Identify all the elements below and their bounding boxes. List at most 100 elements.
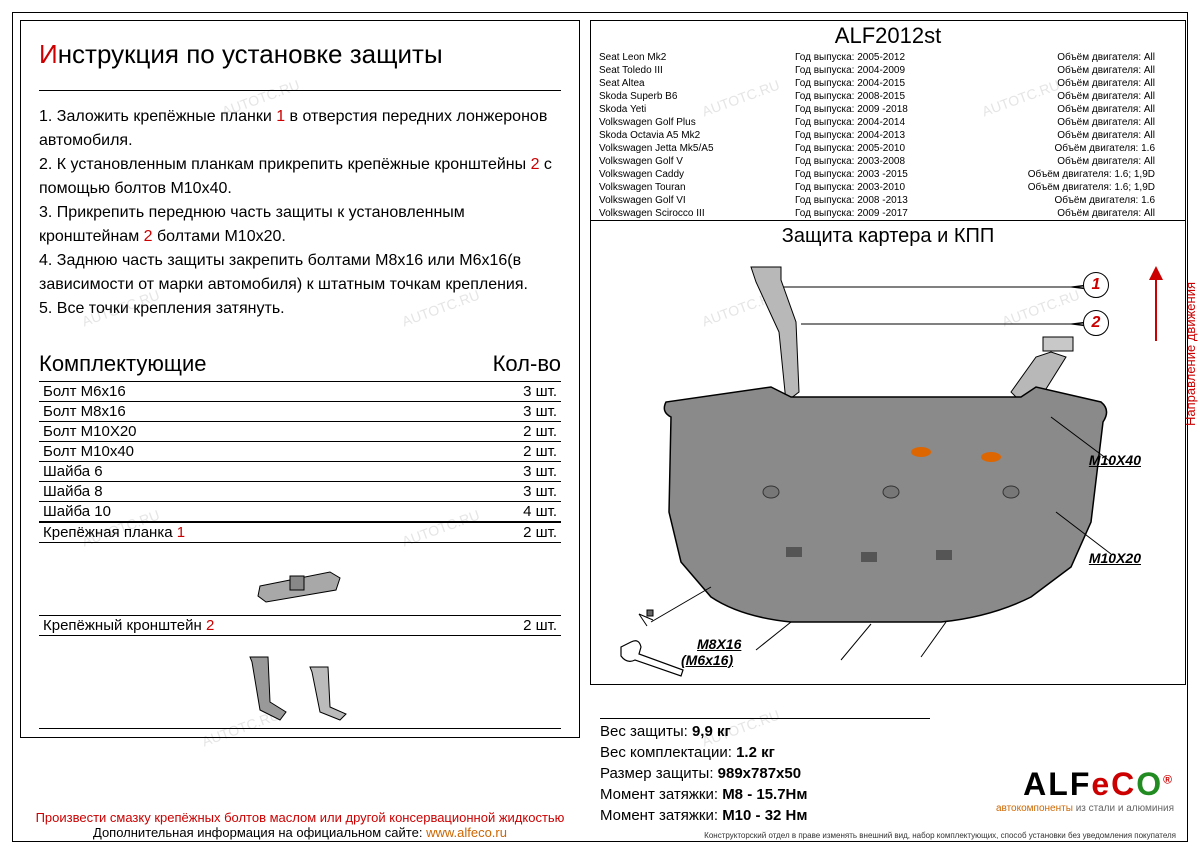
spec-row: Размер защиты: 989x787x50 [600, 763, 930, 784]
vehicle-engine: Объём двигателя: All [989, 77, 1185, 90]
table-row: Volkswagen Jetta Mk5/A5Год выпуска: 2005… [591, 142, 1185, 155]
table-row: Болт М6х163 шт. [39, 382, 561, 402]
callout-1: 1 [1083, 272, 1109, 298]
vehicle-year: Год выпуска: 2005-2012 [787, 51, 989, 64]
vehicle-table: Seat Leon Mk2Год выпуска: 2005-2012Объём… [591, 51, 1185, 221]
footer-note: Произвести смазку крепёжных болтов масло… [20, 810, 580, 840]
vehicle-model: Volkswagen Caddy [591, 168, 787, 181]
table-row [39, 543, 561, 616]
vehicle-year: Год выпуска: 2009 -2017 [787, 207, 989, 221]
logo-subtitle: автокомпоненты из стали и алюминия [996, 803, 1174, 814]
footer-line1: Произвести смазку крепёжных болтов масло… [36, 810, 565, 825]
vehicle-year: Год выпуска: 2003 -2015 [787, 168, 989, 181]
vehicle-model: Volkswagen Jetta Mk5/A5 [591, 142, 787, 155]
component-qty: 2 шт. [491, 422, 561, 442]
table-row [39, 636, 561, 729]
vehicle-model: Volkswagen Scirocco III [591, 207, 787, 221]
component-name: Болт М6х16 [39, 382, 491, 402]
bolt-label-m8x16: M8X16 [697, 636, 741, 652]
fine-print: Конструкторский отдел в праве изменять в… [704, 831, 1176, 840]
table-row: Volkswagen CaddyГод выпуска: 2003 -2015О… [591, 168, 1185, 181]
component-name: Крепёжный кронштейн 2 [39, 616, 491, 636]
table-row: Seat Toledo IIIГод выпуска: 2004-2009Объ… [591, 64, 1185, 77]
instruction-step: 3. Прикрепить переднюю часть защиты к ус… [39, 201, 561, 249]
spec-row: Вес защиты: 9,9 кг [600, 721, 930, 742]
bolt-label-m10x20: M10X20 [1089, 550, 1141, 566]
vehicle-model: Volkswagen Touran [591, 181, 787, 194]
component-name: Болт М10х40 [39, 442, 491, 462]
component-name: Шайба 10 [39, 502, 491, 522]
component-qty: 4 шт. [491, 502, 561, 522]
vehicle-year: Год выпуска: 2008 -2013 [787, 194, 989, 207]
main-title: Инструкция по установке защиты [39, 39, 561, 70]
vehicle-model: Seat Leon Mk2 [591, 51, 787, 64]
vehicle-engine: Объём двигателя: 1.6 [989, 194, 1185, 207]
direction-label: Направление движения [1183, 282, 1198, 426]
table-row: Крепёжный кронштейн 22 шт. [39, 616, 561, 636]
vehicle-engine: Объём двигателя: 1.6; 1,9D [989, 168, 1185, 181]
product-panel: ALF2012st Seat Leon Mk2Год выпуска: 2005… [590, 20, 1186, 685]
logo-sub1: автокомпоненты [996, 803, 1076, 814]
table-row: Крепёжная планка 12 шт. [39, 523, 561, 543]
table-row: Volkswagen Golf PlusГод выпуска: 2004-20… [591, 116, 1185, 129]
table-row: Volkswagen Golf VIГод выпуска: 2008 -201… [591, 194, 1185, 207]
component-name: Крепёжная планка 1 [39, 523, 491, 543]
vehicle-model: Seat Altea [591, 77, 787, 90]
direction-arrow-icon [1141, 266, 1171, 346]
logo-reg: ® [1163, 772, 1174, 786]
logo-o: O [1136, 766, 1163, 802]
vehicle-year: Год выпуска: 2004-2014 [787, 116, 989, 129]
table-row: Seat Leon Mk2Год выпуска: 2005-2012Объём… [591, 51, 1185, 64]
table-row: Volkswagen Scirocco IIIГод выпуска: 2009… [591, 207, 1185, 221]
vehicle-model: Skoda Octavia A5 Mk2 [591, 129, 787, 142]
vehicle-year: Год выпуска: 2004-2015 [787, 77, 989, 90]
vehicle-model: Skoda Superb B6 [591, 90, 787, 103]
vehicle-engine: Объём двигателя: All [989, 155, 1185, 168]
vehicle-year: Год выпуска: 2003-2010 [787, 181, 989, 194]
components-table: Болт М6х163 шт.Болт М8х163 шт.Болт М10Х2… [39, 381, 561, 522]
spec-row: Момент затяжки: М8 - 15.7Нм [600, 784, 930, 805]
vehicle-year: Год выпуска: 2008-2015 [787, 90, 989, 103]
qty-title: Кол-во [493, 351, 561, 377]
vehicle-engine: Объём двигателя: All [989, 103, 1185, 116]
spec-row: Момент затяжки: М10 - 32 Нм [600, 805, 930, 826]
specs-block: Вес защиты: 9,9 кгВес комплектации: 1.2 … [600, 718, 930, 826]
vehicle-year: Год выпуска: 2005-2010 [787, 142, 989, 155]
table-row: Шайба 83 шт. [39, 482, 561, 502]
table-row: Болт М10Х202 шт. [39, 422, 561, 442]
vehicle-engine: Объём двигателя: All [989, 207, 1185, 221]
component-qty: 2 шт. [491, 442, 561, 462]
vehicle-engine: Объём двигателя: All [989, 90, 1185, 103]
vehicle-model: Volkswagen Golf V [591, 155, 787, 168]
vehicle-model: Volkswagen Golf Plus [591, 116, 787, 129]
table-row: Skoda YetiГод выпуска: 2009 -2018Объём д… [591, 103, 1185, 116]
vehicle-model: Volkswagen Golf VI [591, 194, 787, 207]
component-qty: 3 шт. [491, 402, 561, 422]
table-row: Volkswagen Golf VГод выпуска: 2003-2008О… [591, 155, 1185, 168]
bracket-icon [220, 642, 380, 722]
table-row: Шайба 104 шт. [39, 502, 561, 522]
components-title: Комплектующие [39, 351, 206, 377]
footer-link[interactable]: www.alfeco.ru [426, 825, 507, 840]
table-row: Volkswagen TouranГод выпуска: 2003-2010О… [591, 181, 1185, 194]
vehicle-engine: Объём двигателя: All [989, 51, 1185, 64]
vehicle-year: Год выпуска: 2004-2013 [787, 129, 989, 142]
vehicle-engine: Объём двигателя: All [989, 64, 1185, 77]
vehicle-engine: Объём двигателя: All [989, 129, 1185, 142]
product-code: ALF2012st [591, 21, 1185, 51]
instruction-step: 1. Заложить крепёжные планки 1 в отверст… [39, 105, 561, 153]
vehicle-year: Год выпуска: 2004-2009 [787, 64, 989, 77]
bolt-label-m6x16: (M6x16) [681, 652, 733, 668]
callout-2: 2 [1083, 310, 1109, 336]
table-row: Seat AlteaГод выпуска: 2004-2015Объём дв… [591, 77, 1185, 90]
instruction-step: 4. Заднюю часть защиты закрепить болтами… [39, 249, 561, 297]
logo-sub2: из стали и алюминия [1076, 803, 1174, 814]
table-row: Skoda Octavia A5 Mk2Год выпуска: 2004-20… [591, 129, 1185, 142]
logo-alf: ALF [1023, 766, 1091, 802]
spec-row: Вес комплектации: 1.2 кг [600, 742, 930, 763]
table-row: Болт М10х402 шт. [39, 442, 561, 462]
vehicle-engine: Объём двигателя: 1.6; 1,9D [989, 181, 1185, 194]
component-name: Шайба 6 [39, 462, 491, 482]
table-row: Шайба 63 шт. [39, 462, 561, 482]
component-qty: 3 шт. [491, 382, 561, 402]
